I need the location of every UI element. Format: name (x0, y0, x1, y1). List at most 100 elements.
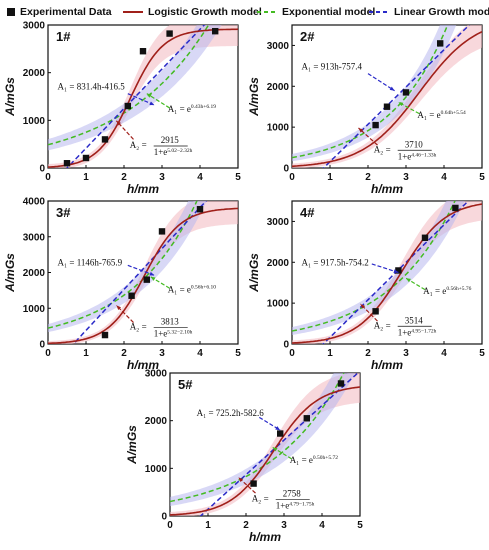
exponential-model-line (292, 25, 449, 159)
plot-frame (47, 24, 239, 169)
y-tick-label: 2000 (23, 268, 46, 279)
y-tick-label: 3000 (267, 217, 290, 228)
linear-annotation-arrow-head (389, 86, 395, 91)
experimental-data-point (101, 331, 109, 339)
chart-panel-3: 0 1 2 3 4 5 0 1000 2000 3000 4000 h/mm A/mGs 3# A₁ = 1… (3, 197, 241, 373)
y-axis-label: A/mGs (247, 77, 261, 117)
legend-square-marker (7, 8, 15, 16)
experimental-data-point (212, 27, 219, 35)
linear-model-line (199, 373, 359, 516)
y-tick-label: 0 (283, 340, 289, 351)
linear-equation: A₁ = 913h-757.4 (302, 61, 363, 71)
chart-panel-4: 0 1 2 3 4 5 0 1000 2000 3000 h/mm A/mGs 4# A₁ = 917.5… (247, 200, 485, 372)
x-tick-label: 4 (197, 348, 203, 359)
experimental-data-point (277, 430, 284, 437)
exponential-annotation-arrow (146, 93, 170, 109)
logistic-equation-denominator: 1+e5.32−2.10h (154, 329, 193, 339)
y-axis-label: A/mGs (3, 77, 17, 117)
logistic-equation-lhs: A₂ = (130, 322, 147, 332)
logistic-model-line (48, 207, 238, 344)
x-axis-label: h/mm (127, 182, 159, 196)
legend-dashed-blue-line (369, 11, 389, 13)
x-tick-label: 3 (281, 520, 287, 531)
y-tick-label: 2000 (267, 82, 290, 93)
linear-equation: A₁ = 725.2h-582.6 (197, 408, 265, 418)
y-tick-label: 1000 (267, 123, 290, 134)
y-tick-label: 0 (161, 512, 167, 523)
legend-experimental-label: Experimental Data (20, 6, 112, 18)
x-tick-label: 5 (479, 172, 485, 183)
x-tick-label: 4 (441, 172, 447, 183)
logistic-equation-lhs: A₂ = (130, 140, 147, 150)
logistic-equation-lhs: A₂ = (374, 320, 391, 330)
legend-dashed-green-line (257, 11, 277, 13)
linear-annotation-arrow (367, 73, 395, 92)
experimental-data-point (337, 380, 345, 387)
linear-model-line (322, 201, 470, 344)
experimental-data-point (158, 228, 166, 235)
experimental-data-point (421, 234, 429, 241)
panel-label: 2# (300, 29, 315, 44)
x-tick-label: 2 (121, 172, 127, 183)
x-tick-label: 1 (83, 172, 89, 183)
exponential-model-line (170, 373, 345, 503)
logistic-model-line (170, 386, 360, 516)
x-tick-label: 2 (243, 520, 249, 531)
experimental-data-point (101, 136, 109, 143)
experimental-data-point (143, 276, 150, 283)
exponential-model-line (48, 25, 210, 146)
exponential-annotation-arrow-head (146, 93, 152, 98)
logistic-equation-lhs: A₂ = (374, 144, 391, 154)
y-tick-label: 1000 (145, 464, 168, 475)
exponential-annotation-arrow-head (406, 278, 411, 283)
legend-logistic-label: Logistic Growth model (148, 6, 262, 18)
logistic-equation-denominator: 1+e4.46−1.33h (398, 151, 437, 161)
linear-equation: A₁ = 1146h-765.9 (58, 257, 123, 267)
exponential-model-line (292, 201, 456, 332)
experimental-data-point (64, 344, 70, 350)
linear-equation: A₁ = 917.5h-754.2 (302, 257, 369, 267)
logistic-equation-denominator: 1+e5.02−2.32h (154, 147, 193, 157)
legend-linear: Linear Growth model (368, 4, 489, 20)
x-axis-label: h/mm (127, 358, 159, 372)
experimental-data-point (250, 480, 257, 487)
x-tick-label: 4 (319, 520, 325, 531)
experimental-data-point (452, 204, 459, 212)
x-tick-label: 1 (205, 520, 211, 531)
exponential-confidence-band (48, 201, 207, 333)
x-tick-label: 2 (365, 172, 371, 183)
experimental-data-point (186, 519, 192, 525)
experimental-data-point (82, 154, 90, 162)
experimental-data-point (383, 103, 391, 110)
experimental-data-point (372, 121, 379, 129)
panel-label: 1# (56, 29, 71, 44)
experimental-data-point (308, 176, 314, 182)
logistic-equation-numerator: 2915 (161, 135, 180, 145)
experimental-data-point (308, 344, 314, 350)
panel-label: 3# (56, 205, 71, 220)
y-tick-label: 2000 (267, 258, 290, 269)
x-tick-label: 2 (121, 348, 127, 359)
logistic-annotation-arrow-head (116, 120, 121, 126)
legend-experimental: Experimental Data (6, 4, 112, 20)
linear-annotation-arrow-head (393, 269, 399, 273)
experimental-data-point (303, 415, 310, 422)
logistic-model-line (292, 203, 482, 344)
logistic-equation-denominator: 1+e4.79−1.75h (276, 501, 315, 511)
x-tick-label: 0 (289, 172, 295, 183)
linear-model-line (322, 25, 471, 168)
x-axis-label: h/mm (371, 182, 403, 196)
x-axis-label: h/mm (371, 358, 403, 372)
logistic-model-line (292, 30, 482, 168)
x-tick-label: 2 (365, 348, 371, 359)
experimental-data-point (139, 48, 147, 55)
linear-model-line (72, 201, 208, 344)
exponential-confidence-band (292, 25, 457, 162)
experimental-data-point (395, 267, 402, 274)
y-tick-label: 2000 (145, 416, 168, 427)
y-tick-label: 0 (39, 164, 45, 175)
logistic-equation-numerator: 3710 (405, 139, 424, 149)
logistic-equation-denominator: 1+e4.95−1.72h (398, 327, 437, 337)
panel-label: 5# (178, 377, 193, 392)
y-tick-label: 3000 (145, 369, 168, 380)
